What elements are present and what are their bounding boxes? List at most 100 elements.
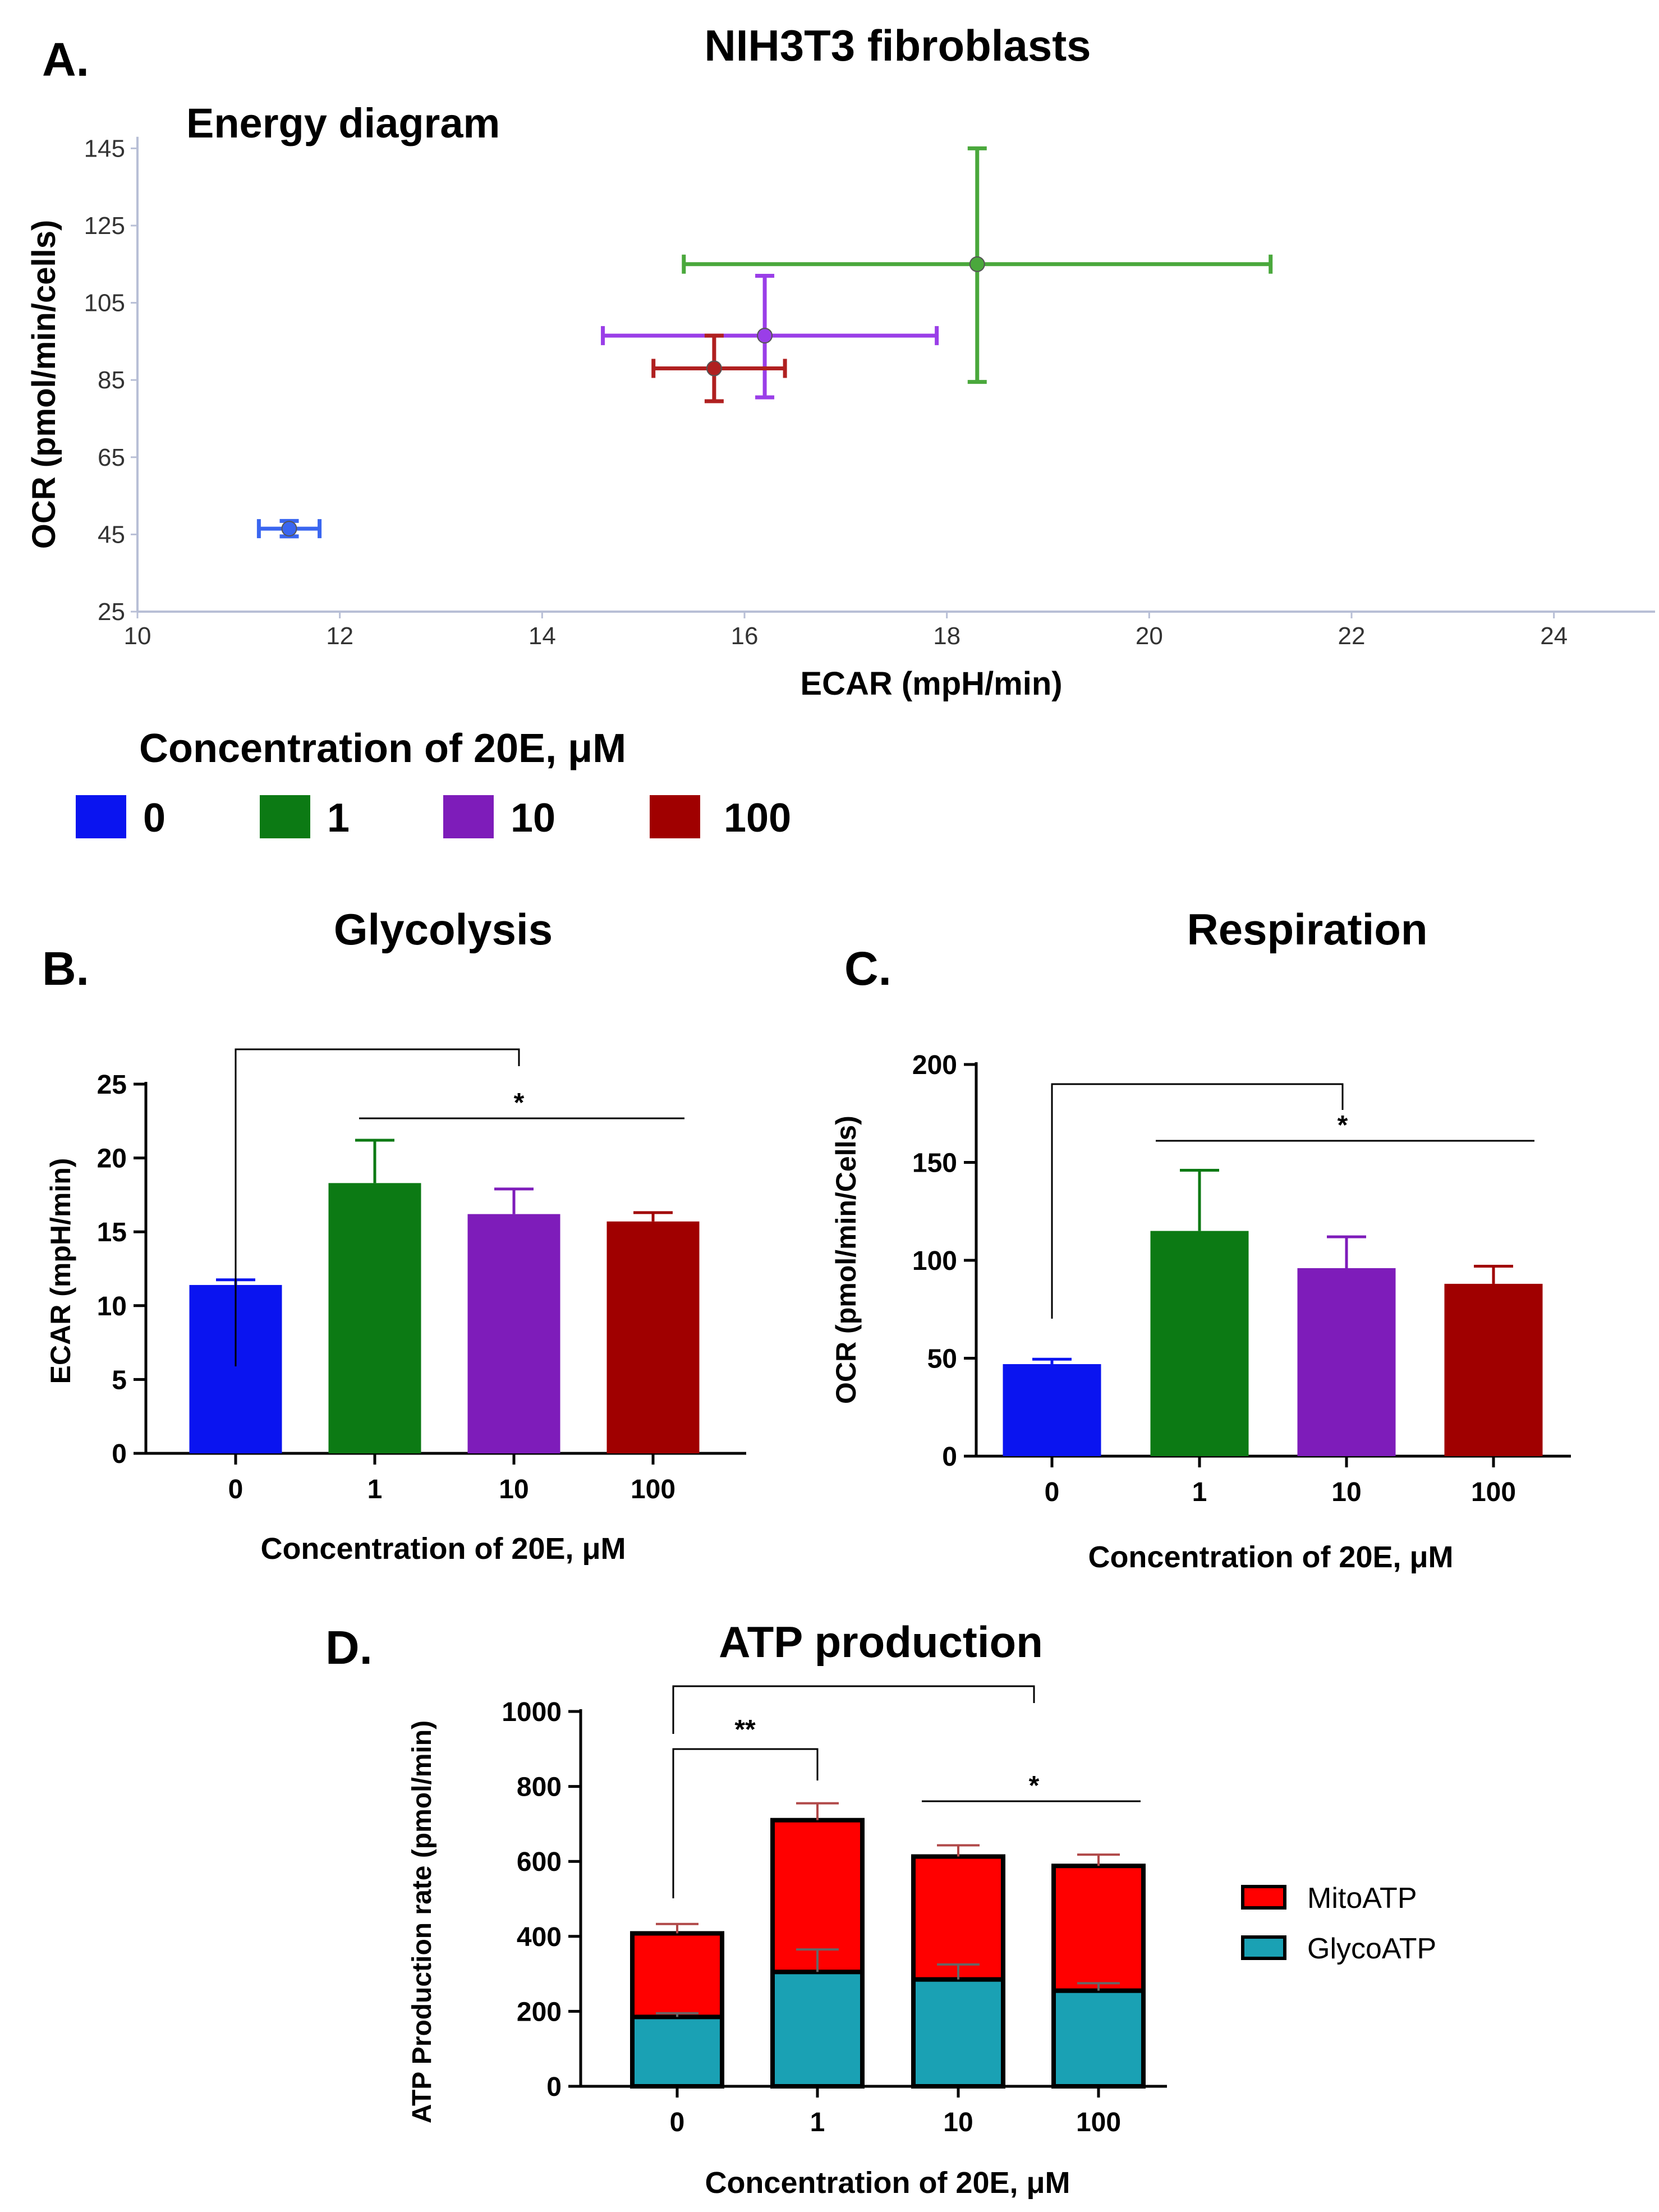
panel-a-ytick-label: 85: [98, 366, 125, 394]
panel-b-ytick-label: 15: [97, 1218, 127, 1247]
panel-d-ytick-label: 0: [546, 2072, 562, 2102]
panel-b-glycolysis: 0 5 10 15 20 25 0 1 10 100 *: [97, 1048, 746, 1504]
panel-c-bar-10: [1297, 1268, 1396, 1456]
panel-d-ytick-label: 400: [517, 1922, 562, 1952]
panel-d-xlabel: Concentration of 20E, μM: [705, 2166, 1070, 2200]
panel-a-xtick-label: 24: [1540, 622, 1568, 650]
panel-b-xtick-label: 10: [499, 1475, 529, 1504]
panel-c-xtick-label: 100: [1471, 1477, 1516, 1507]
legend-swatch-0: [76, 795, 126, 838]
panel-b-significance-bracket: [235, 1048, 520, 1366]
panel-d-ytick-label: 600: [517, 1847, 562, 1877]
panel-a-xtick-label: 20: [1136, 622, 1163, 650]
panel-d-title: ATP production: [719, 1617, 1043, 1667]
panel-d-bar-mito-0: [630, 1931, 724, 2020]
panel-d-xtick-label: 10: [943, 2108, 973, 2137]
panel-b-ytick-label: 5: [112, 1365, 127, 1395]
panel-a-ytick-label: 125: [84, 212, 125, 240]
panel-b-xtick-label: 100: [631, 1475, 675, 1504]
panel-a-ytick-label: 105: [84, 290, 125, 317]
panel-a-xtick-label: 16: [731, 622, 759, 650]
point-10: [757, 328, 773, 344]
panel-b-significance-mark: *: [514, 1088, 525, 1118]
panel-d-bar-mito-1: [770, 1818, 865, 1975]
panel-d-ytick-label: 1000: [502, 1697, 562, 1727]
panel-a-xtick-label: 12: [326, 622, 353, 650]
panel-c-xlabel: Concentration of 20E, μM: [1088, 1540, 1453, 1574]
panel-b-xtick-label: 0: [228, 1475, 243, 1504]
panel-a-ytick-label: 145: [84, 135, 125, 162]
panel-d-letter: D.: [325, 1621, 373, 1674]
legend-label-100: 100: [724, 796, 791, 841]
panel-d-ytick-label: 200: [517, 1997, 562, 2027]
panel-c-xtick-label: 0: [1045, 1477, 1060, 1507]
panel-d-ytick-label: 800: [517, 1773, 562, 1802]
panel-c-ytick-label: 0: [942, 1442, 957, 1472]
panel-a-ytick-label: 45: [98, 521, 125, 548]
panel-d-bar-glyco-100: [1051, 1988, 1146, 2089]
panel-c-significance-mark: *: [1338, 1110, 1348, 1140]
panel-d-xtick-label: 0: [670, 2108, 685, 2137]
panel-d-xtick-label: 100: [1076, 2108, 1121, 2137]
panel-a-xtick-label: 18: [933, 622, 961, 650]
panel-a-title: Energy diagram: [186, 100, 500, 146]
panel-d-significance-mark-2: *: [1029, 1771, 1040, 1801]
panel-a-xtick-label: 14: [529, 622, 556, 650]
point-1: [969, 256, 985, 272]
panel-d-xtick-label: 1: [810, 2108, 825, 2137]
panel-d-significance-bracket-1: [672, 1748, 819, 1898]
panel-b-ylabel: ECAR (mpH/min): [45, 1158, 76, 1384]
panel-c-ytick-label: 100: [912, 1246, 957, 1276]
legend-glycoatp-label: GlycoATP: [1307, 1933, 1436, 1965]
panel-d-bar-mito-100: [1051, 1864, 1146, 1993]
panel-d-bar-glyco-10: [911, 1977, 1005, 2089]
figure-title: NIH3T3 fibroblasts: [704, 21, 1091, 70]
panel-c-xtick-label: 10: [1331, 1477, 1361, 1507]
panel-c-letter: C.: [844, 942, 891, 995]
panel-c-ytick-label: 150: [912, 1149, 957, 1178]
panel-c-ytick-label: 200: [912, 1050, 957, 1080]
panel-c-significance-bracket: [1051, 1083, 1344, 1319]
point-100: [706, 360, 722, 377]
panel-b-ytick-label: 20: [97, 1144, 127, 1174]
panel-a-letter: A.: [42, 33, 89, 86]
panel-d-bar-glyco-0: [630, 2014, 724, 2089]
point-0: [281, 521, 297, 537]
panel-c-xtick-label: 1: [1192, 1477, 1207, 1507]
panel-c-bar-100: [1444, 1283, 1543, 1456]
panel-b-letter: B.: [42, 942, 89, 995]
panel-b-ytick-label: 0: [112, 1439, 127, 1469]
panel-d-significance-bracket-2: [672, 1685, 1035, 1734]
panel-c-ytick-label: 50: [927, 1344, 957, 1374]
legend-label-0: 0: [143, 796, 166, 841]
panel-a-xtick-label: 22: [1338, 622, 1366, 650]
panel-d-bar-glyco-1: [770, 1970, 865, 2089]
panel-a-energy-diagram: 10 12 14 16 18 20 22 24 25 45 65 85 105 125 145: [84, 135, 1655, 650]
panel-b-xlabel: Concentration of 20E, μM: [260, 1532, 626, 1566]
panel-a-ytick-label: 65: [98, 444, 125, 471]
legend-swatch-10: [443, 795, 494, 838]
panel-d-ylabel: ATP Production rate (pmol/min): [407, 1720, 437, 2123]
panel-b-title: Glycolysis: [334, 905, 553, 954]
panel-a-xlabel: ECAR (mpH/min): [800, 666, 1062, 702]
panel-c-respiration: 0 50 100 150 200 0 1 10 100 *: [912, 1050, 1571, 1507]
panel-b-ytick-label: 25: [97, 1070, 127, 1100]
legend-label-1: 1: [327, 796, 350, 841]
panel-a-ytick-label: 25: [98, 598, 125, 626]
panel-a-xtick-label: 10: [124, 622, 151, 650]
panel-b-ytick-label: 10: [97, 1292, 127, 1321]
panel-c-bar-1: [1150, 1231, 1249, 1456]
legend-swatch-100: [650, 795, 700, 838]
legend-label-10: 10: [511, 796, 555, 841]
panel-b-bar-100: [606, 1221, 700, 1453]
panel-c-ylabel: OCR (pmol/min/Cells): [830, 1116, 862, 1404]
panel-a-ylabel: OCR (pmol/min/cells): [26, 220, 62, 549]
legend-swatch-1: [260, 795, 310, 838]
panel-b-xtick-label: 1: [367, 1475, 383, 1504]
legend-glycoatp-swatch: [1241, 1935, 1286, 1960]
panel-d-bar-mito-10: [911, 1854, 1005, 1982]
legend-title: Concentration of 20E, μM: [139, 726, 626, 771]
legend-mitoatp-swatch: [1241, 1885, 1286, 1910]
